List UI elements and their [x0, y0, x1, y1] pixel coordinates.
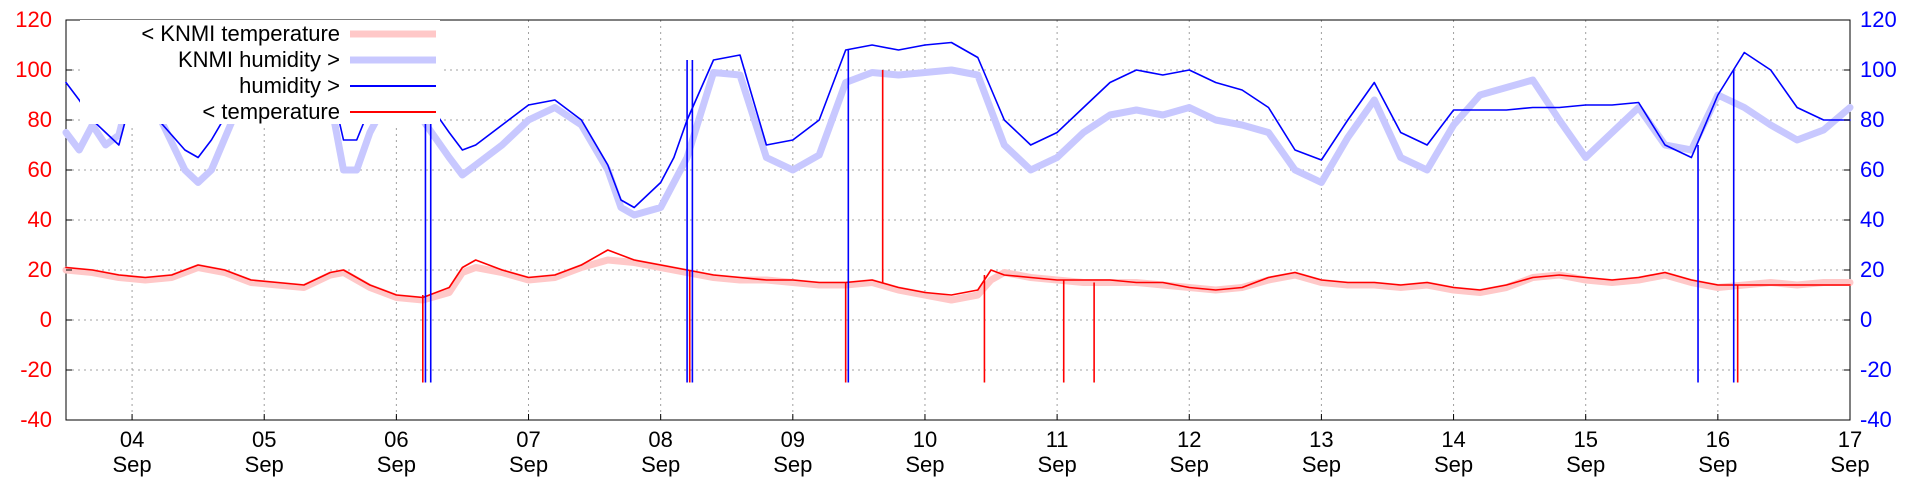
x-tick-day: 11 — [1046, 427, 1069, 452]
legend-label-humidity: humidity > — [239, 73, 340, 98]
y-tick-right: 40 — [1860, 207, 1884, 232]
y-tick-right: 120 — [1860, 7, 1897, 32]
x-tick-day: 07 — [516, 427, 540, 452]
spike-layer — [421, 50, 1739, 383]
x-tick-day: 16 — [1706, 427, 1730, 452]
x-axis: 04Sep05Sep06Sep07Sep08Sep09Sep10Sep11Sep… — [112, 414, 1870, 477]
x-tick-month: Sep — [1302, 452, 1341, 477]
legend-label-knmi-humidity: KNMI humidity > — [178, 47, 340, 72]
x-tick-day: 13 — [1309, 427, 1333, 452]
y-tick-right: 100 — [1860, 57, 1897, 82]
legend-label-knmi-temperature: < KNMI temperature — [141, 21, 340, 46]
y-tick-left: 0 — [40, 307, 52, 332]
x-tick-day: 17 — [1838, 427, 1862, 452]
x-tick-day: 08 — [648, 427, 672, 452]
x-tick-month: Sep — [112, 452, 151, 477]
y-tick-right: 0 — [1860, 307, 1872, 332]
y-tick-right: 20 — [1860, 257, 1884, 282]
y-tick-left: 40 — [28, 207, 52, 232]
y-tick-left: 20 — [28, 257, 52, 282]
x-tick-month: Sep — [1698, 452, 1737, 477]
x-tick-month: Sep — [1434, 452, 1473, 477]
legend: < KNMI temperature KNMI humidity > humid… — [80, 20, 440, 124]
x-tick-day: 12 — [1177, 427, 1201, 452]
x-tick-day: 04 — [120, 427, 144, 452]
x-tick-day: 14 — [1441, 427, 1465, 452]
legend-label-temperature: < temperature — [202, 99, 340, 124]
x-tick-day: 15 — [1573, 427, 1597, 452]
y-tick-left: 120 — [15, 7, 52, 32]
x-tick-month: Sep — [377, 452, 416, 477]
x-tick-month: Sep — [905, 452, 944, 477]
y-tick-left: 60 — [28, 157, 52, 182]
grid — [66, 19, 1851, 421]
x-tick-month: Sep — [1830, 452, 1869, 477]
x-tick-month: Sep — [1170, 452, 1209, 477]
series-temperature — [65, 249, 1851, 299]
x-tick-day: 10 — [913, 427, 937, 452]
x-tick-day: 06 — [384, 427, 408, 452]
x-tick-month: Sep — [1038, 452, 1077, 477]
y-tick-left: 100 — [15, 57, 52, 82]
x-tick-day: 05 — [252, 427, 276, 452]
y-tick-right: -40 — [1860, 407, 1892, 432]
y-tick-right: 80 — [1860, 107, 1884, 132]
x-tick-month: Sep — [641, 452, 680, 477]
x-tick-day: 09 — [781, 427, 805, 452]
y-tick-left: 80 — [28, 107, 52, 132]
y-axis-right: 120 100 80 60 40 20 0 -20 -40 — [1844, 7, 1897, 432]
x-tick-month: Sep — [245, 452, 284, 477]
x-tick-month: Sep — [1566, 452, 1605, 477]
x-tick-month: Sep — [509, 452, 548, 477]
y-tick-right: -20 — [1860, 357, 1892, 382]
y-axis-left: 120 100 80 60 40 20 0 -20 -40 — [15, 7, 72, 432]
y-tick-left: -40 — [20, 407, 52, 432]
x-tick-month: Sep — [773, 452, 812, 477]
y-tick-left: -20 — [20, 357, 52, 382]
y-tick-right: 60 — [1860, 157, 1884, 182]
